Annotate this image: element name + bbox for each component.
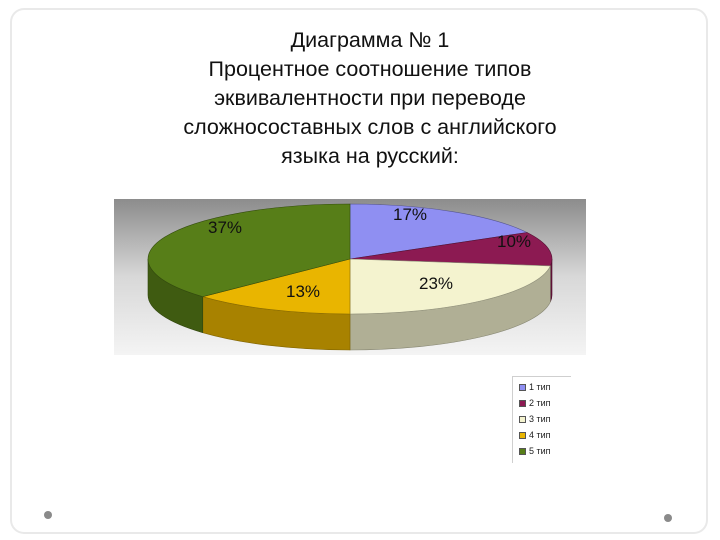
legend-swatch-2 bbox=[519, 399, 526, 407]
title-line-2: Процентное соотношение типов bbox=[208, 57, 532, 81]
title-line-5: языка на русский: bbox=[281, 144, 459, 168]
chart-legend: 1 тип 2 тип 3 тип 4 тип 5 тип bbox=[512, 376, 571, 463]
pie-slice-3 bbox=[349, 258, 551, 315]
pie-slice-5 bbox=[147, 203, 351, 297]
legend-item-3: 3 тип bbox=[519, 412, 551, 426]
legend-item-5: 5 тип bbox=[519, 444, 551, 458]
legend-label-2: 2 тип bbox=[529, 398, 551, 408]
legend-label-5: 5 тип bbox=[529, 446, 551, 456]
title-line-3: эквивалентности при переводе bbox=[214, 86, 526, 110]
legend-item-1: 1 тип bbox=[519, 380, 551, 394]
chart-title: Диаграмма № 1 Процентное соотношение тип… bbox=[100, 26, 640, 171]
data-label-3: 23% bbox=[419, 274, 453, 293]
legend-item-2: 2 тип bbox=[519, 396, 551, 410]
legend-swatch-3 bbox=[519, 415, 526, 423]
pie-slice-2 bbox=[349, 232, 553, 267]
legend-swatch-5 bbox=[519, 447, 526, 455]
decorative-dot-left bbox=[44, 511, 52, 519]
legend-label-3: 3 тип bbox=[529, 414, 551, 424]
data-label-5: 37% bbox=[208, 218, 242, 237]
pie-slice-1 bbox=[349, 203, 529, 260]
data-label-1: 17% bbox=[393, 205, 427, 224]
legend-label-1: 1 тип bbox=[529, 382, 551, 392]
decorative-dot-right bbox=[664, 514, 672, 522]
legend-swatch-4 bbox=[519, 431, 526, 439]
legend-label-4: 4 тип bbox=[529, 430, 551, 440]
data-label-2: 10% bbox=[497, 232, 531, 251]
pie-slice-4 bbox=[201, 258, 351, 315]
title-line-1: Диаграмма № 1 bbox=[290, 28, 450, 52]
data-label-4: 13% bbox=[286, 282, 320, 301]
legend-item-4: 4 тип bbox=[519, 428, 551, 442]
title-line-4: сложносоставных слов с английского bbox=[183, 115, 557, 139]
legend-swatch-1 bbox=[519, 383, 526, 391]
